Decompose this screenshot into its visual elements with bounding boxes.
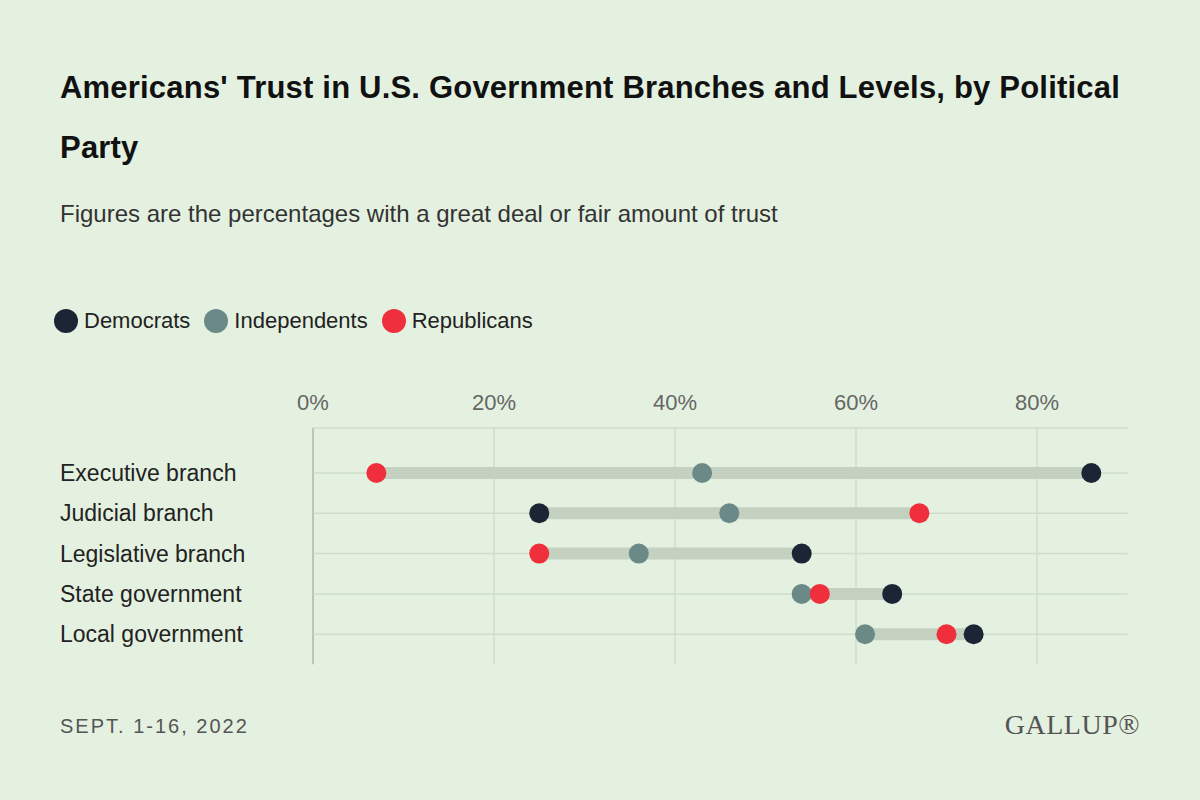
- category-label: Judicial branch: [60, 500, 213, 526]
- dot: [792, 584, 812, 604]
- tick-label: 20%: [472, 390, 516, 415]
- category-label: State government: [60, 581, 242, 607]
- category-label: Local government: [60, 621, 243, 647]
- grid-line: [1036, 428, 1038, 664]
- tick-label: 40%: [653, 390, 697, 415]
- tick-label: 60%: [834, 390, 878, 415]
- legend-swatch: [382, 309, 406, 333]
- legend-swatch: [54, 309, 78, 333]
- row-line: [313, 593, 1128, 595]
- dot: [855, 624, 875, 644]
- x-axis: [313, 428, 1128, 429]
- category-label: Executive branch: [60, 460, 236, 486]
- legend-item: Republicans: [382, 308, 533, 334]
- legend-swatch: [204, 309, 228, 333]
- grid-line: [855, 428, 857, 664]
- grid-line: [493, 428, 495, 664]
- tick-label: 80%: [1015, 390, 1059, 415]
- dot: [719, 503, 739, 523]
- legend-label: Independents: [234, 308, 367, 334]
- dot: [1081, 463, 1101, 483]
- subtitle: Figures are the percentages with a great…: [60, 200, 778, 228]
- row-line: [313, 472, 1128, 474]
- dot: [810, 584, 830, 604]
- tick-label: 0%: [297, 390, 329, 415]
- legend-item: Independents: [204, 308, 367, 334]
- dot: [529, 503, 549, 523]
- dot: [629, 544, 649, 564]
- legend-label: Republicans: [412, 308, 533, 334]
- row-line: [313, 553, 1128, 555]
- dot: [882, 584, 902, 604]
- note: SEPT. 1-16, 2022: [60, 715, 249, 738]
- dot: [909, 503, 929, 523]
- grid-line: [312, 428, 314, 664]
- chart: 0% 20% 40% 60% 80% Executive branch Judicial b…: [0, 0, 1200, 800]
- legend-item: Democrats: [54, 308, 190, 334]
- marks: [366, 463, 1101, 644]
- row-line: [313, 633, 1128, 635]
- dot: [529, 544, 549, 564]
- dot: [792, 544, 812, 564]
- dot: [937, 624, 957, 644]
- connector: [376, 467, 1091, 479]
- legend-label: Democrats: [84, 308, 190, 334]
- category-label: Legislative branch: [60, 541, 245, 567]
- dot: [366, 463, 386, 483]
- dot: [964, 624, 984, 644]
- dot: [692, 463, 712, 483]
- title: Americans' Trust in U.S. Government Bran…: [60, 58, 1150, 178]
- connector: [539, 548, 801, 560]
- connector: [865, 628, 974, 640]
- source: GALLUP®: [1005, 709, 1140, 741]
- legend: Democrats Independents Republicans: [54, 308, 547, 334]
- grid-line: [674, 428, 676, 664]
